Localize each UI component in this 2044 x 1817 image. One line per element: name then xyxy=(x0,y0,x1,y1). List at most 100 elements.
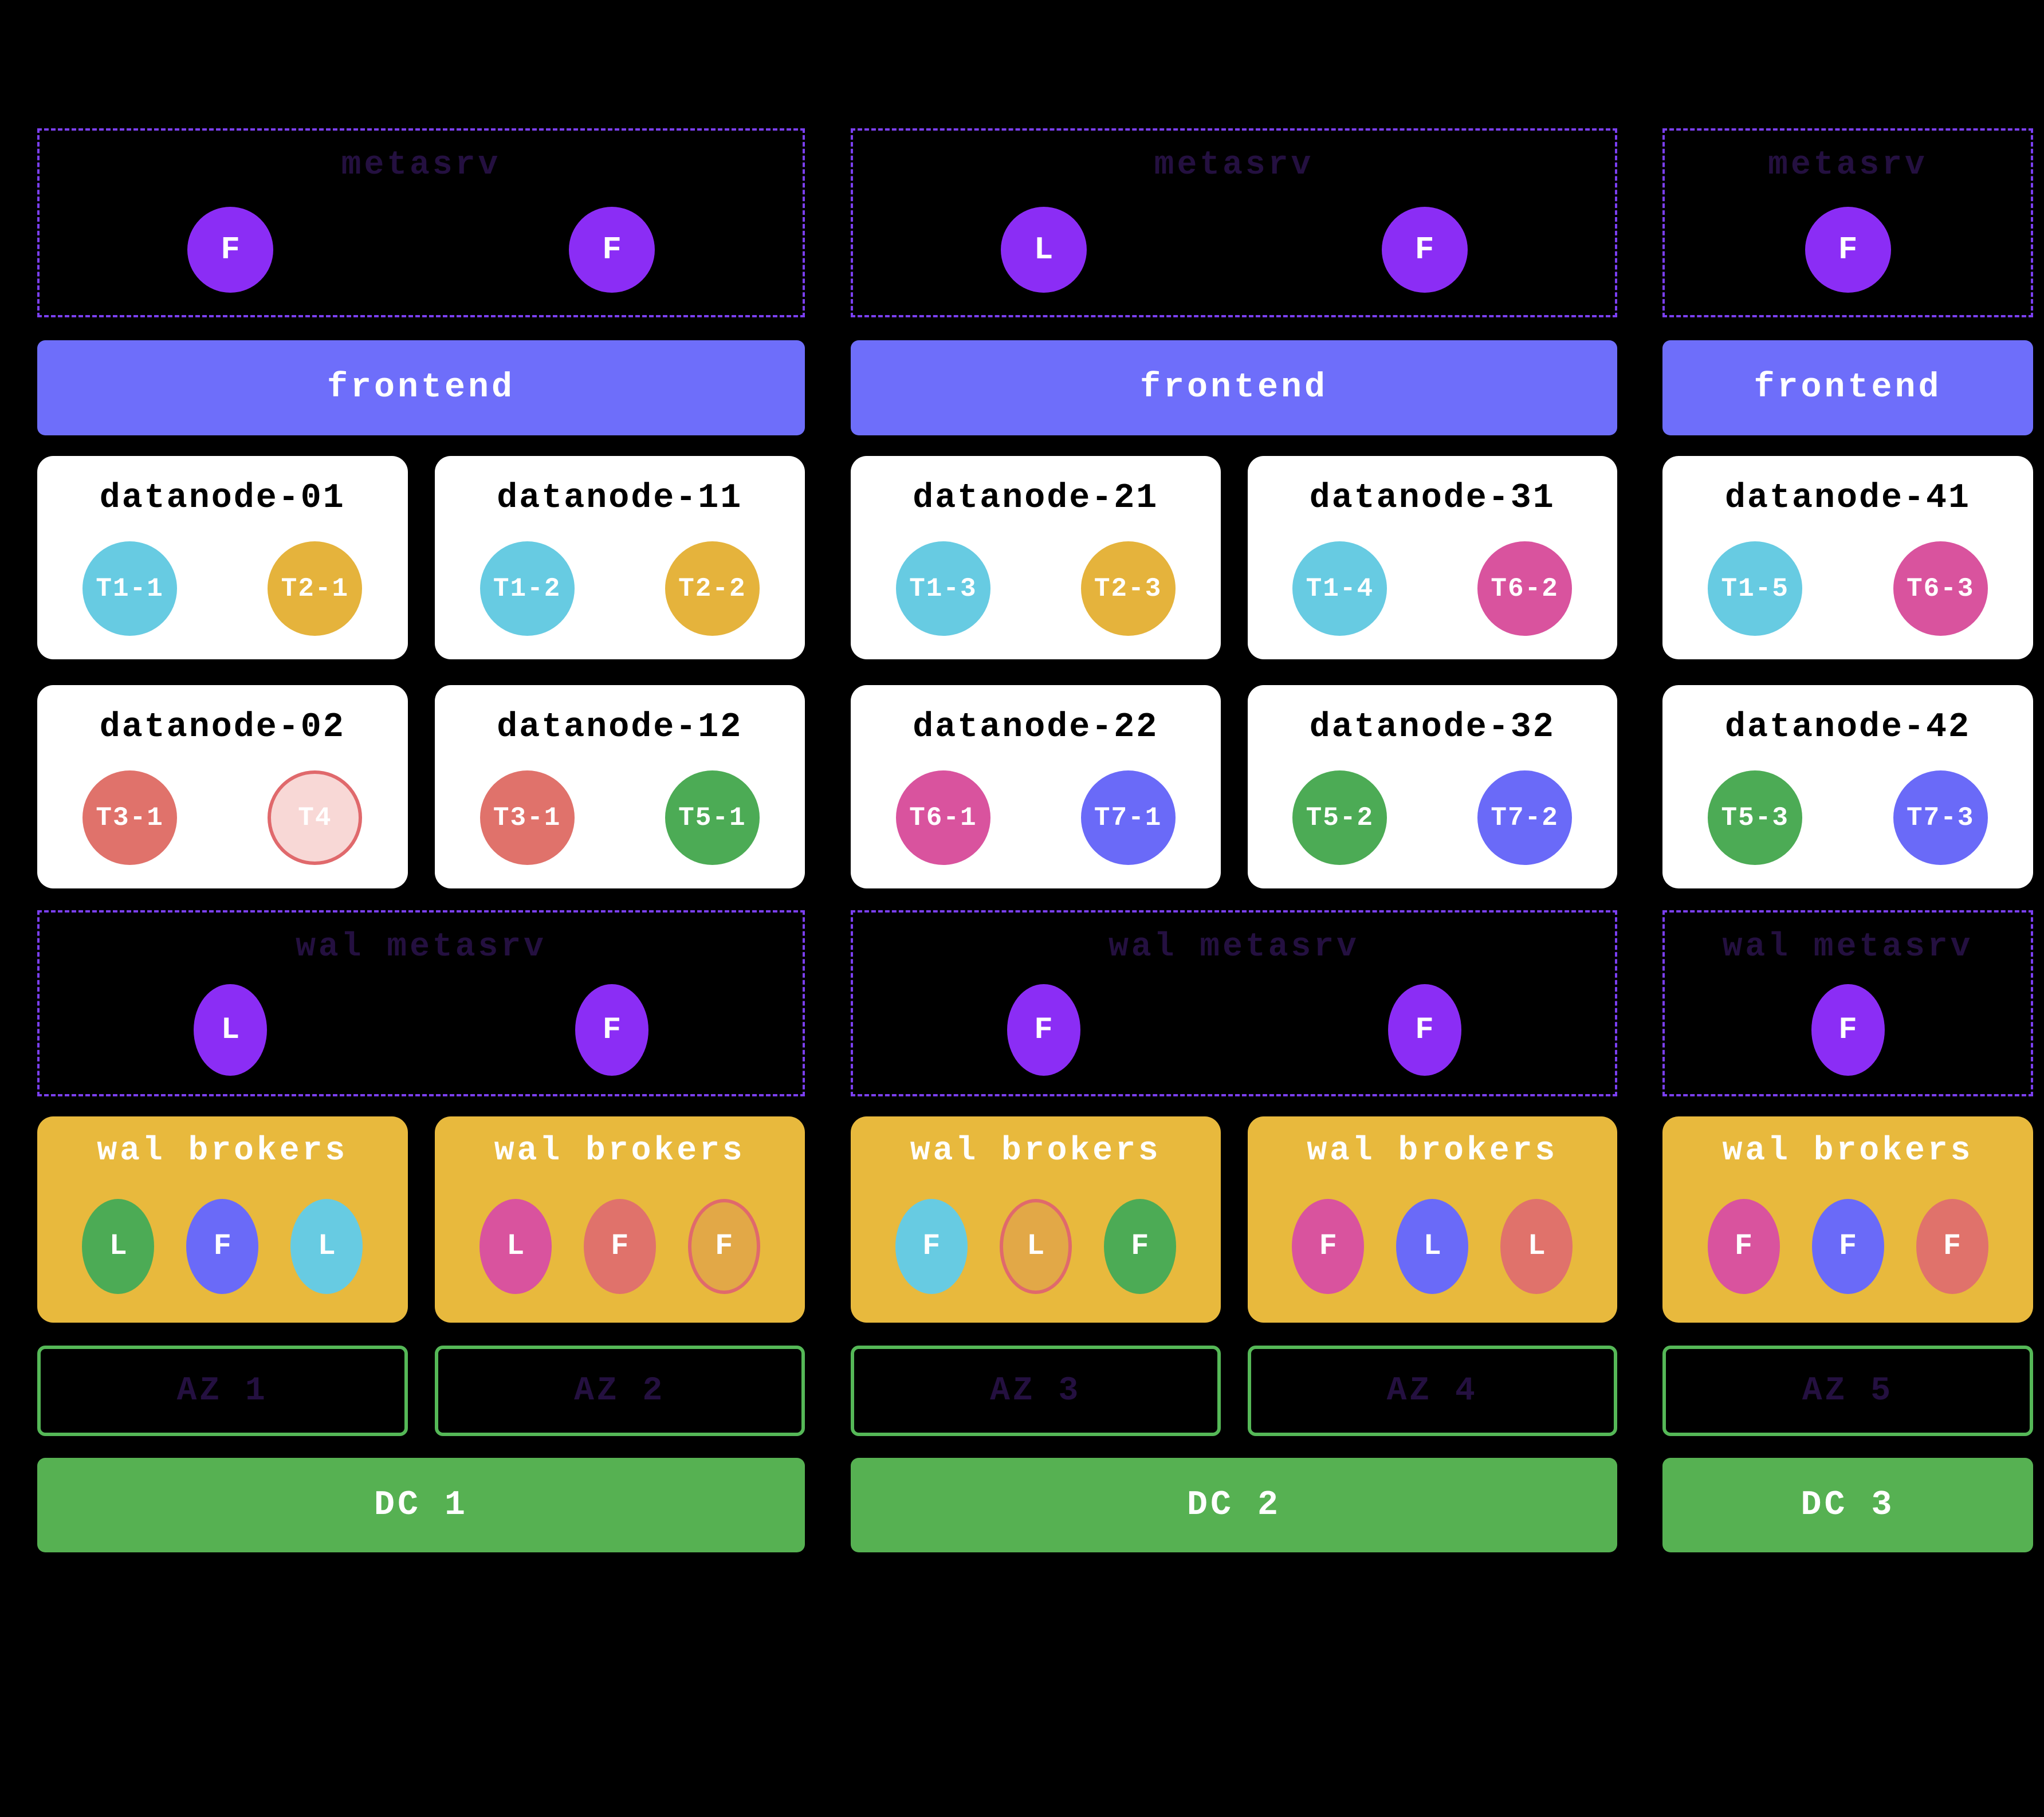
region-chip: T6-3 xyxy=(1893,541,1988,636)
wal-broker-box: wal brokers L F F xyxy=(434,1116,805,1323)
broker-node-chip: F xyxy=(1707,1198,1780,1294)
datanode-row: datanode-21 T1-3 T2-3 datanode-31 T1-4 T… xyxy=(851,456,1617,659)
broker-node-chip: L xyxy=(1500,1198,1573,1294)
metasrv-title: metasrv xyxy=(1154,147,1314,184)
datanode-card: datanode-31 T1-4 T6-2 xyxy=(1247,456,1617,659)
broker-node-chip: F xyxy=(1916,1198,1988,1294)
datanode-title: datanode-12 xyxy=(497,708,743,747)
region-chip: T7-3 xyxy=(1893,770,1988,865)
datanode-card: datanode-32 T5-2 T7-2 xyxy=(1247,685,1617,888)
broker-node-chip: L xyxy=(479,1198,552,1294)
wal-metasrv-title: wal metasrv xyxy=(1109,929,1359,966)
dc1-column: metasrv F F frontend datanode-01 T1-1 T2… xyxy=(37,128,805,1552)
wal-metasrv-box: wal metasrv F F xyxy=(851,910,1617,1096)
datanode-card: datanode-01 T1-1 T2-1 xyxy=(37,456,408,659)
az-row: AZ 3 AZ 4 xyxy=(851,1346,1617,1436)
broker-node-chip: F xyxy=(1292,1198,1365,1294)
wal-broker-box: wal brokers L F L xyxy=(37,1116,408,1323)
dc2-column: metasrv L F frontend datanode-21 T1-3 T2… xyxy=(851,128,1617,1552)
region-chip: T1-1 xyxy=(82,541,178,636)
wal-metasrv-nodes: F F xyxy=(853,966,1615,1094)
az-box: AZ 1 xyxy=(37,1346,408,1436)
dc3-column: metasrv F frontend datanode-41 T1-5 T6-3… xyxy=(1662,128,2033,1552)
region-chip: T4 xyxy=(268,770,363,865)
region-chip: T2-3 xyxy=(1080,541,1176,636)
wal-broker-title: wal brokers xyxy=(910,1132,1161,1170)
datanode-row: datanode-22 T6-1 T7-1 datanode-32 T5-2 T… xyxy=(851,685,1617,888)
wal-metasrv-nodes: L F xyxy=(40,966,803,1094)
datanode-row: datanode-42 T5-3 T7-3 xyxy=(1662,685,2033,888)
region-chip: T5-1 xyxy=(665,770,760,865)
broker-node-chip: F xyxy=(1103,1198,1176,1294)
broker-node-chip: F xyxy=(583,1198,656,1294)
wal-broker-title: wal brokers xyxy=(1307,1132,1558,1170)
wal-metasrv-title: wal metasrv xyxy=(296,929,547,966)
metasrv-box: metasrv L F xyxy=(851,128,1617,317)
metasrv-nodes: F xyxy=(1665,184,2031,315)
frontend-bar: frontend xyxy=(1662,340,2033,435)
datanode-title: datanode-02 xyxy=(99,708,345,747)
region-chip: T1-4 xyxy=(1292,541,1387,636)
metasrv-node-chip: F xyxy=(1805,206,1891,293)
broker-node-chip: F xyxy=(186,1198,259,1294)
metasrv-nodes: F F xyxy=(40,184,803,315)
az-box: AZ 4 xyxy=(1247,1346,1617,1436)
wal-metasrv-nodes: F xyxy=(1665,966,2031,1094)
wal-broker-title: wal brokers xyxy=(1722,1132,1974,1170)
region-chip: T3-1 xyxy=(479,770,575,865)
wal-metasrv-box: wal metasrv F xyxy=(1662,910,2033,1096)
broker-node-chip: L xyxy=(82,1198,155,1294)
broker-node-chip: L xyxy=(290,1198,363,1294)
region-chip: T7-2 xyxy=(1477,770,1573,865)
metasrv-nodes: L F xyxy=(853,184,1615,315)
datanode-card: datanode-42 T5-3 T7-3 xyxy=(1662,685,2033,888)
wal-metasrv-box: wal metasrv L F xyxy=(37,910,805,1096)
wal-broker-box: wal brokers F F F xyxy=(1662,1116,2033,1323)
broker-node-chip: F xyxy=(1811,1198,1884,1294)
broker-node-chip: L xyxy=(999,1198,1072,1294)
frontend-bar: frontend xyxy=(37,340,805,435)
datanode-card: datanode-02 T3-1 T4 xyxy=(37,685,408,888)
wal-metasrv-title: wal metasrv xyxy=(1722,929,1974,966)
region-chip: T3-1 xyxy=(82,770,178,865)
datanode-card: datanode-12 T3-1 T5-1 xyxy=(434,685,805,888)
metasrv-title: metasrv xyxy=(341,147,501,184)
metasrv-node-chip: F xyxy=(187,206,273,293)
region-chip: T1-2 xyxy=(479,541,575,636)
datanode-row: datanode-01 T1-1 T2-1 datanode-11 T1-2 T… xyxy=(37,456,805,659)
wal-metasrv-node-chip: F xyxy=(575,984,648,1076)
wal-broker-box: wal brokers F L F xyxy=(851,1116,1221,1323)
frontend-bar: frontend xyxy=(851,340,1617,435)
datanode-title: datanode-31 xyxy=(1309,479,1555,518)
region-chip: T7-1 xyxy=(1080,770,1176,865)
metasrv-box: metasrv F xyxy=(1662,128,2033,317)
az-box: AZ 2 xyxy=(434,1346,805,1436)
datanode-card: datanode-22 T6-1 T7-1 xyxy=(851,685,1221,888)
datanode-card: datanode-41 T1-5 T6-3 xyxy=(1662,456,2033,659)
az-box: AZ 5 xyxy=(1662,1346,2033,1436)
wal-metasrv-node-chip: F xyxy=(1387,984,1461,1076)
wal-broker-row: wal brokers F F F xyxy=(1662,1116,2033,1323)
metasrv-node-chip: L xyxy=(1000,206,1087,293)
broker-node-chip: F xyxy=(687,1198,760,1294)
datanode-title: datanode-32 xyxy=(1309,708,1555,747)
datanode-title: datanode-01 xyxy=(99,479,345,518)
datanode-title: datanode-41 xyxy=(1724,479,1971,518)
metasrv-node-chip: F xyxy=(569,206,655,293)
datanode-title: datanode-22 xyxy=(913,708,1159,747)
az-row: AZ 5 xyxy=(1662,1346,2033,1436)
region-chip: T6-1 xyxy=(895,770,990,865)
metasrv-title: metasrv xyxy=(1768,147,1928,184)
datanode-card: datanode-11 T1-2 T2-2 xyxy=(434,456,805,659)
broker-node-chip: F xyxy=(895,1198,968,1294)
region-chip: T5-2 xyxy=(1292,770,1387,865)
datanode-title: datanode-21 xyxy=(913,479,1159,518)
wal-broker-row: wal brokers L F L wal brokers L F F xyxy=(37,1116,805,1323)
datanode-title: datanode-11 xyxy=(497,479,743,518)
wal-broker-title: wal brokers xyxy=(494,1132,745,1170)
datanode-title: datanode-42 xyxy=(1724,708,1971,747)
region-chip: T1-3 xyxy=(895,541,990,636)
region-chip: T5-3 xyxy=(1708,770,1803,865)
wal-broker-row: wal brokers F L F wal brokers F L L xyxy=(851,1116,1617,1323)
region-chip: T2-2 xyxy=(665,541,760,636)
